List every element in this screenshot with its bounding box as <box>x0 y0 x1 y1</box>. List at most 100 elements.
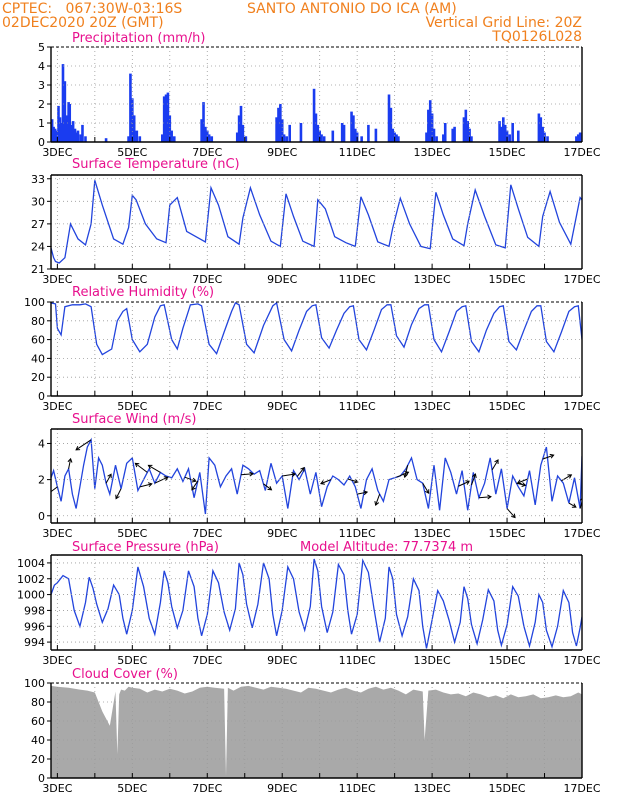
wind-vector <box>191 480 199 491</box>
x-tick-label: 11DEC <box>339 527 376 540</box>
x-tick-label: 11DEC <box>339 273 376 286</box>
y-tick-label: 998 <box>24 604 45 617</box>
precip-bar <box>331 130 335 142</box>
precip-bar <box>500 126 503 142</box>
x-tick-label: 15DEC <box>488 654 525 667</box>
precip-bar <box>443 123 447 142</box>
series-line <box>51 180 582 264</box>
x-tick-label: 9DEC <box>267 146 297 159</box>
precip-bar <box>65 115 69 142</box>
wind-vector <box>470 473 477 486</box>
x-tick-label: 13DEC <box>414 146 451 159</box>
x-tick-label: 15DEC <box>488 527 525 540</box>
precip-bar <box>397 136 400 142</box>
x-tick-label: 17DEC <box>563 273 600 286</box>
precip-bar <box>79 134 82 142</box>
panel-title: Surface Temperature (nC) <box>72 157 240 172</box>
x-tick-label: 13DEC <box>414 527 451 540</box>
precip-bar <box>425 132 428 142</box>
wind-vector <box>240 471 254 477</box>
x-tick-label: 9DEC <box>267 400 297 413</box>
precip-bar <box>241 124 245 142</box>
precip-bar <box>239 105 243 142</box>
panel-1: Precipitation (mm/h) 3DEC 5DEC 7DEC 9DEC 11DE… <box>38 31 601 159</box>
precip-bar <box>350 111 353 142</box>
panel-3: Relative Humidity (%) 3DEC 5DEC 7DEC 9DEC 11D… <box>24 285 601 413</box>
y-tick-label: 60 <box>31 715 45 728</box>
x-tick-label: 15DEC <box>488 273 525 286</box>
x-tick-label: 9DEC <box>267 527 297 540</box>
data-layer <box>51 685 582 778</box>
precip-bar <box>288 124 292 142</box>
precip-bar <box>200 119 203 142</box>
data-layer <box>51 437 582 519</box>
wind-vector <box>75 439 92 451</box>
y-tick-label: 996 <box>24 620 45 633</box>
header-datetime: 02DEC2020 20Z (GMT) <box>2 15 164 31</box>
x-tick-label: 5DEC <box>117 782 147 795</box>
wind-vector <box>154 476 169 484</box>
wind-vector <box>67 457 73 469</box>
precip-bar <box>367 124 370 142</box>
precip-bar <box>51 119 54 142</box>
y-tick-label: 60 <box>31 334 45 347</box>
x-tick-label: 7DEC <box>192 273 222 286</box>
x-tick-label: 7DEC <box>192 782 222 795</box>
wind-vector <box>115 488 122 500</box>
x-tick-label: 11DEC <box>339 146 376 159</box>
x-tick-label: 9DEC <box>267 273 297 286</box>
y-tick-label: 30 <box>31 195 45 208</box>
precip-bar <box>59 123 63 142</box>
precip-bar <box>55 130 58 142</box>
precip-bar <box>511 123 514 142</box>
y-tick-label: 2 <box>38 98 45 111</box>
y-tick-label: 0 <box>38 390 45 403</box>
precip-bar <box>391 128 395 142</box>
x-tick-label: 7DEC <box>192 146 222 159</box>
y-tick-label: 27 <box>31 218 45 231</box>
x-tick-label: 3DEC <box>42 654 72 667</box>
y-tick-label: 80 <box>31 696 45 709</box>
panel-title: Precipitation (mm/h) <box>72 31 205 46</box>
wind-vector <box>374 493 381 506</box>
precip-bar <box>279 104 282 142</box>
precip-bar <box>129 73 132 142</box>
wind-vector <box>491 459 499 471</box>
precip-bar <box>432 128 436 142</box>
precip-bar <box>104 138 108 142</box>
wind-vector <box>478 494 492 500</box>
precip-bar <box>435 136 438 142</box>
y-tick-label: 24 <box>31 240 45 253</box>
precip-bar <box>546 136 549 142</box>
precip-bar <box>235 132 239 142</box>
data-layer <box>51 64 582 142</box>
panel-subtitle: Model Altitude: 77.7374 m <box>300 540 473 555</box>
series-line <box>51 558 582 650</box>
y-tick-label: 21 <box>31 263 45 276</box>
precip-bar <box>464 109 468 142</box>
precip-bar <box>453 126 456 142</box>
x-tick-label: 3DEC <box>42 146 72 159</box>
wind-vector <box>263 483 273 491</box>
precip-bar <box>395 134 398 142</box>
x-tick-label: 15DEC <box>488 146 525 159</box>
y-tick-label: 1 <box>38 117 45 130</box>
precip-bar <box>53 128 57 142</box>
precip-bar <box>135 130 139 142</box>
precip-bar <box>280 119 284 142</box>
y-tick-label: 20 <box>31 371 45 384</box>
x-tick-label: 13DEC <box>414 400 451 413</box>
x-tick-label: 3DEC <box>42 527 72 540</box>
x-tick-label: 17DEC <box>563 146 600 159</box>
wind-vector <box>320 479 332 485</box>
y-tick-label: 3 <box>38 79 45 92</box>
header-model-id: TQ0126L028 <box>492 29 582 45</box>
y-tick-label: 0 <box>38 772 45 785</box>
x-tick-label: 13DEC <box>414 782 451 795</box>
precip-bar <box>204 126 207 142</box>
precip-bar <box>244 136 248 142</box>
precip-bar <box>466 121 470 142</box>
y-tick-label: 994 <box>24 636 45 649</box>
precip-bar <box>81 124 84 142</box>
x-tick-label: 11DEC <box>339 654 376 667</box>
